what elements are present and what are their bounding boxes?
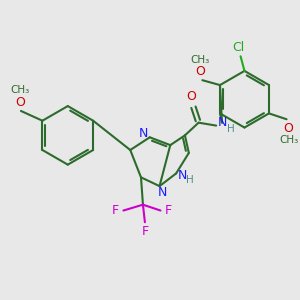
Text: H: H: [186, 175, 194, 185]
Text: F: F: [141, 224, 148, 238]
Text: O: O: [186, 90, 196, 103]
Text: O: O: [15, 96, 25, 109]
Text: N: N: [177, 169, 187, 182]
Text: CH₃: CH₃: [10, 85, 30, 95]
Text: N: N: [158, 187, 167, 200]
Text: H: H: [227, 124, 235, 134]
Text: CH₃: CH₃: [191, 55, 210, 65]
Text: Cl: Cl: [232, 41, 245, 54]
Text: F: F: [165, 204, 172, 217]
Text: N: N: [138, 127, 148, 140]
Text: O: O: [284, 122, 293, 134]
Text: CH₃: CH₃: [279, 135, 298, 145]
Text: O: O: [196, 65, 206, 78]
Text: F: F: [112, 204, 119, 217]
Text: N: N: [217, 116, 227, 129]
